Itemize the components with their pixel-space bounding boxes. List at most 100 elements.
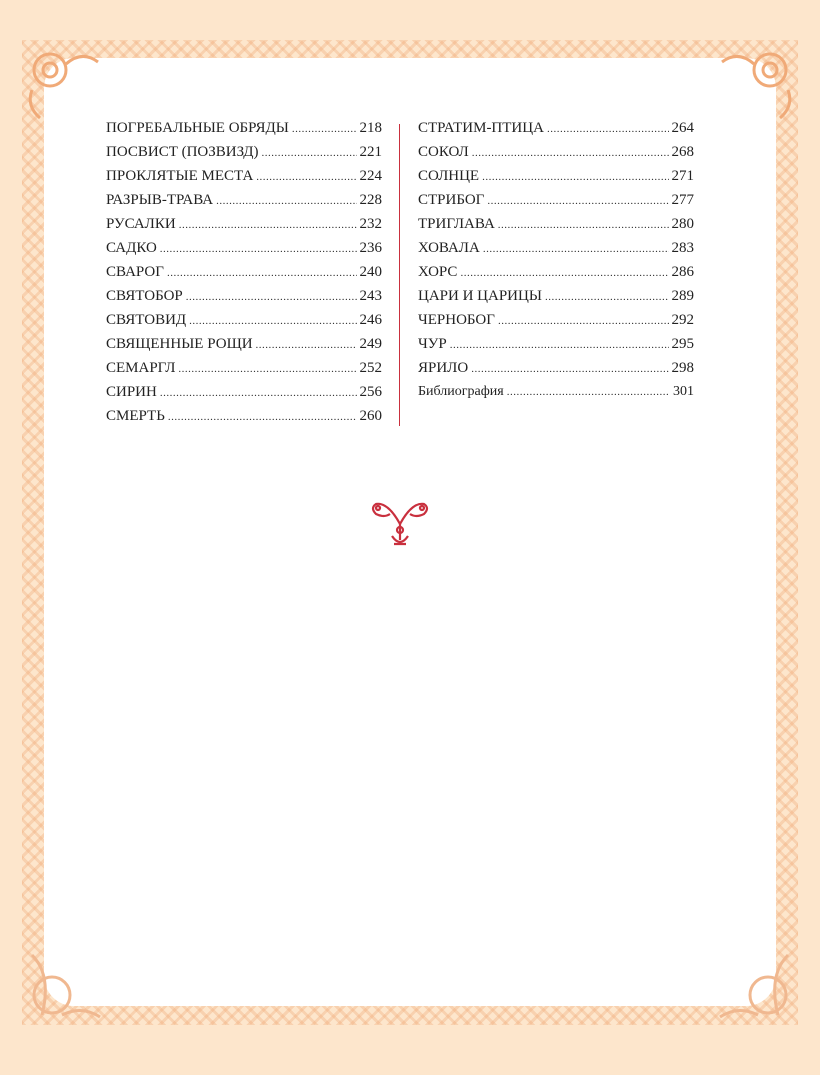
toc-entry-title: ЯРИЛО: [418, 360, 469, 376]
toc-entry[interactable]: ПОСВИСТ (ПОЗВИЗД) 221: [106, 144, 382, 168]
toc-entry[interactable]: ЧЕРНОБОГ 292: [418, 312, 694, 336]
leader-dots: [472, 144, 669, 161]
toc-entry[interactable]: СВЯТОВИД 246: [106, 312, 382, 336]
toc-entry[interactable]: СВЯТОБОР 243: [106, 288, 382, 312]
leader-dots: [186, 288, 357, 305]
column-divider: [399, 124, 400, 426]
toc-entry-title: ЦАРИ И ЦАРИЦЫ: [418, 288, 542, 304]
leader-dots: [460, 264, 668, 281]
toc-entry-title: СМЕРТЬ: [106, 408, 165, 424]
toc-entry-page: 228: [359, 192, 383, 208]
toc-entry-page: 289: [671, 288, 695, 304]
toc-entry-page: 264: [671, 120, 695, 136]
toc-entry-page: 232: [359, 216, 383, 232]
toc-entry-title: СВЯЩЕННЫЕ РОЩИ: [106, 336, 253, 352]
toc-entry-title: РУСАЛКИ: [106, 216, 176, 232]
toc-entry-page: 295: [671, 336, 695, 352]
toc-entry-title: СВАРОГ: [106, 264, 164, 280]
toc-entry-page: 224: [359, 168, 383, 184]
leader-dots: [256, 336, 357, 353]
toc-entry-title: ПОСВИСТ (ПОЗВИЗД): [106, 144, 259, 160]
toc-entry[interactable]: СВАРОГ 240: [106, 264, 382, 288]
leader-dots: [168, 408, 357, 425]
toc-entry-title: СТРАТИМ-ПТИЦА: [418, 120, 544, 136]
toc-entry[interactable]: СЕМАРГЛ 252: [106, 360, 382, 384]
toc-entry[interactable]: СИРИН 256: [106, 384, 382, 408]
leader-dots: [498, 312, 669, 329]
toc-entry[interactable]: СТРИБОГ 277: [418, 192, 694, 216]
toc-entry[interactable]: ХОВАЛА 283: [418, 240, 694, 264]
toc-entry-page: 218: [359, 120, 383, 136]
toc-entry-page: 249: [359, 336, 383, 352]
toc-entry-title: СЕМАРГЛ: [106, 360, 176, 376]
toc-entry[interactable]: СТРАТИМ-ПТИЦА 264: [418, 120, 694, 144]
leader-dots: [498, 216, 669, 233]
toc-entry-title: СВЯТОБОР: [106, 288, 183, 304]
toc-entry[interactable]: ЦАРИ И ЦАРИЦЫ 289: [418, 288, 694, 312]
toc-entry-title: ХОРС: [418, 264, 458, 280]
toc-entry-page: 240: [359, 264, 383, 280]
toc-entry-page: 301: [673, 384, 694, 399]
leader-dots: [471, 360, 668, 377]
leader-dots: [545, 288, 669, 305]
leader-dots: [256, 168, 356, 185]
twin-birds-ornament-icon: [368, 494, 432, 552]
toc-entry-page: 286: [671, 264, 695, 280]
toc-entry-title: СИРИН: [106, 384, 157, 400]
toc-entry[interactable]: ТРИГЛАВА 280: [418, 216, 694, 240]
corner-ornament-icon: [22, 40, 102, 120]
toc-entry[interactable]: СМЕРТЬ 260: [106, 408, 382, 432]
toc-entry-title: ТРИГЛАВА: [418, 216, 495, 232]
leader-dots: [216, 192, 356, 209]
toc-entry[interactable]: СВЯЩЕННЫЕ РОЩИ 249: [106, 336, 382, 360]
corner-ornament-icon: [718, 945, 798, 1025]
toc-entry[interactable]: САДКО 236: [106, 240, 382, 264]
toc-entry[interactable]: РАЗРЫВ-ТРАВА 228: [106, 192, 382, 216]
toc-entry-page: 277: [671, 192, 695, 208]
leader-dots: [483, 240, 669, 257]
toc-entry-title: Библиография: [418, 384, 504, 399]
leader-dots: [450, 336, 669, 353]
toc-entry-title: ПОГРЕБАЛЬНЫЕ ОБРЯДЫ: [106, 120, 289, 136]
toc-entry[interactable]: СОКОЛ 268: [418, 144, 694, 168]
leader-dots: [292, 120, 357, 137]
toc-entry-page: 236: [359, 240, 383, 256]
leader-dots: [261, 144, 356, 161]
toc-entry-title: СОКОЛ: [418, 144, 469, 160]
toc-entry-page: 298: [671, 360, 695, 376]
leader-dots: [189, 312, 356, 329]
leader-dots: [482, 168, 668, 185]
leader-dots: [160, 384, 357, 401]
toc-entry-page: 243: [359, 288, 383, 304]
leader-dots: [178, 360, 356, 377]
toc-entry[interactable]: ХОРС 286: [418, 264, 694, 288]
toc-entry[interactable]: ЧУР 295: [418, 336, 694, 360]
leader-dots: [547, 120, 669, 137]
toc-entry[interactable]: Библиография 301: [418, 384, 694, 408]
toc-entry-title: СВЯТОВИД: [106, 312, 187, 328]
toc-entry[interactable]: ПРОКЛЯТЫЕ МЕСТА 224: [106, 168, 382, 192]
leader-dots: [487, 192, 668, 209]
toc-entry-page: 221: [359, 144, 383, 160]
leader-dots: [179, 216, 357, 233]
corner-ornament-icon: [718, 40, 798, 120]
leader-dots: [167, 264, 357, 281]
toc-entry-page: 252: [359, 360, 383, 376]
toc-entry[interactable]: РУСАЛКИ 232: [106, 216, 382, 240]
toc-entry-page: 280: [671, 216, 695, 232]
toc-entry-title: ПРОКЛЯТЫЕ МЕСТА: [106, 168, 254, 184]
toc-entry-page: 246: [359, 312, 383, 328]
toc-entry[interactable]: СОЛНЦЕ 271: [418, 168, 694, 192]
toc-entry[interactable]: ЯРИЛО 298: [418, 360, 694, 384]
toc-entry[interactable]: ПОГРЕБАЛЬНЫЕ ОБРЯДЫ 218: [106, 120, 382, 144]
toc-entry-page: 292: [671, 312, 695, 328]
toc-column-left: ПОГРЕБАЛЬНЫЕ ОБРЯДЫ 218 ПОСВИСТ (ПОЗВИЗД) 2…: [106, 120, 382, 432]
toc-entry-title: ЧЕРНОБОГ: [418, 312, 495, 328]
toc-entry-page: 268: [671, 144, 695, 160]
corner-ornament-icon: [22, 945, 102, 1025]
toc-entry-page: 260: [359, 408, 383, 424]
toc-entry-page: 256: [359, 384, 383, 400]
toc-entry-page: 283: [671, 240, 695, 256]
leader-dots: [507, 384, 670, 400]
toc-entry-title: САДКО: [106, 240, 157, 256]
